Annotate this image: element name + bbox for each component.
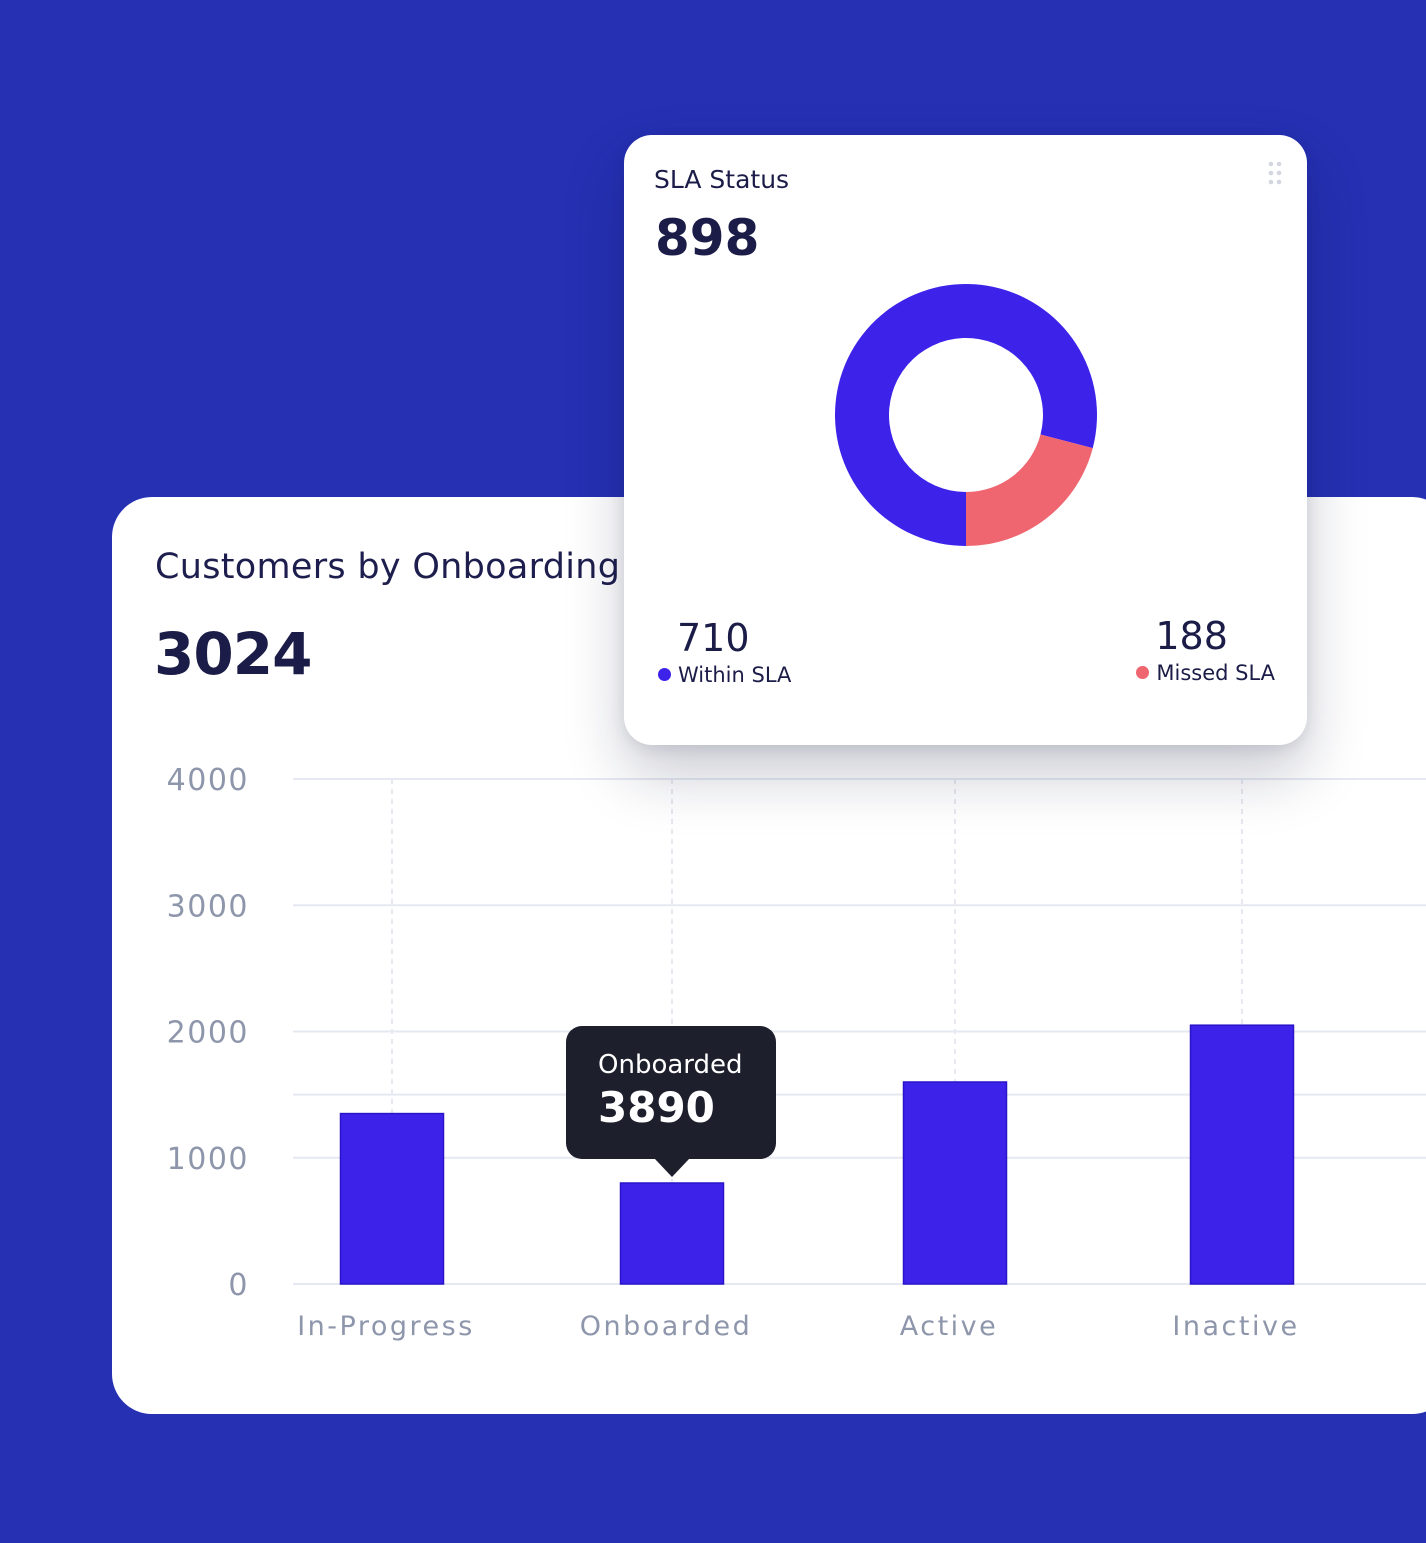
within-sla-label: Within SLA bbox=[678, 663, 792, 687]
x-tick-label: Active bbox=[900, 1311, 999, 1342]
within-sla-dot-icon bbox=[658, 668, 671, 681]
bar-tooltip: Onboarded 3890 bbox=[566, 1026, 776, 1177]
onboarding-bar-chart: 0 1000 2000 3000 4000 In-Progress Onboarded Act… bbox=[167, 763, 1426, 1342]
bar-onboarded[interactable] bbox=[619, 1182, 725, 1285]
bar-inactive[interactable] bbox=[1189, 1024, 1295, 1285]
x-tick-label: Onboarded bbox=[580, 1311, 753, 1342]
sla-card-total: 898 bbox=[655, 209, 760, 267]
donut-slice-within-sla[interactable] bbox=[835, 284, 1097, 546]
y-tick-label: 0 bbox=[228, 1268, 249, 1303]
missed-sla-value: 188 bbox=[1155, 614, 1228, 658]
bar-card-total: 3024 bbox=[154, 620, 312, 688]
sla-status-card: SLA Status 898 710 Within SLA 188 Missed… bbox=[624, 135, 1307, 745]
x-tick-label: Inactive bbox=[1172, 1311, 1299, 1342]
missed-sla-label: Missed SLA bbox=[1156, 661, 1275, 685]
sla-card-title: SLA Status bbox=[654, 165, 790, 194]
bar-in-progress[interactable] bbox=[339, 1112, 445, 1285]
drag-handle-icon[interactable] bbox=[1268, 161, 1282, 185]
y-tick-label: 3000 bbox=[167, 889, 249, 924]
bar-active[interactable] bbox=[902, 1081, 1008, 1285]
donut-slice-missed-sla[interactable] bbox=[966, 434, 1093, 546]
x-tick-label: In-Progress bbox=[297, 1311, 475, 1342]
sla-donut-chart bbox=[835, 284, 1097, 546]
tooltip-label: Onboarded bbox=[598, 1050, 743, 1080]
y-tick-label: 1000 bbox=[167, 1142, 249, 1177]
y-tick-label: 2000 bbox=[167, 1016, 249, 1051]
missed-sla-dot-icon bbox=[1136, 666, 1150, 679]
legend-missed-sla: 188 Missed SLA bbox=[1136, 613, 1275, 687]
bar-card-title: Customers by Onboarding bbox=[155, 547, 621, 587]
tooltip-value: 3890 bbox=[598, 1083, 715, 1132]
within-sla-value: 710 bbox=[677, 616, 750, 660]
legend-within-sla: 710 Within SLA bbox=[658, 615, 791, 689]
y-tick-label: 4000 bbox=[167, 763, 249, 798]
